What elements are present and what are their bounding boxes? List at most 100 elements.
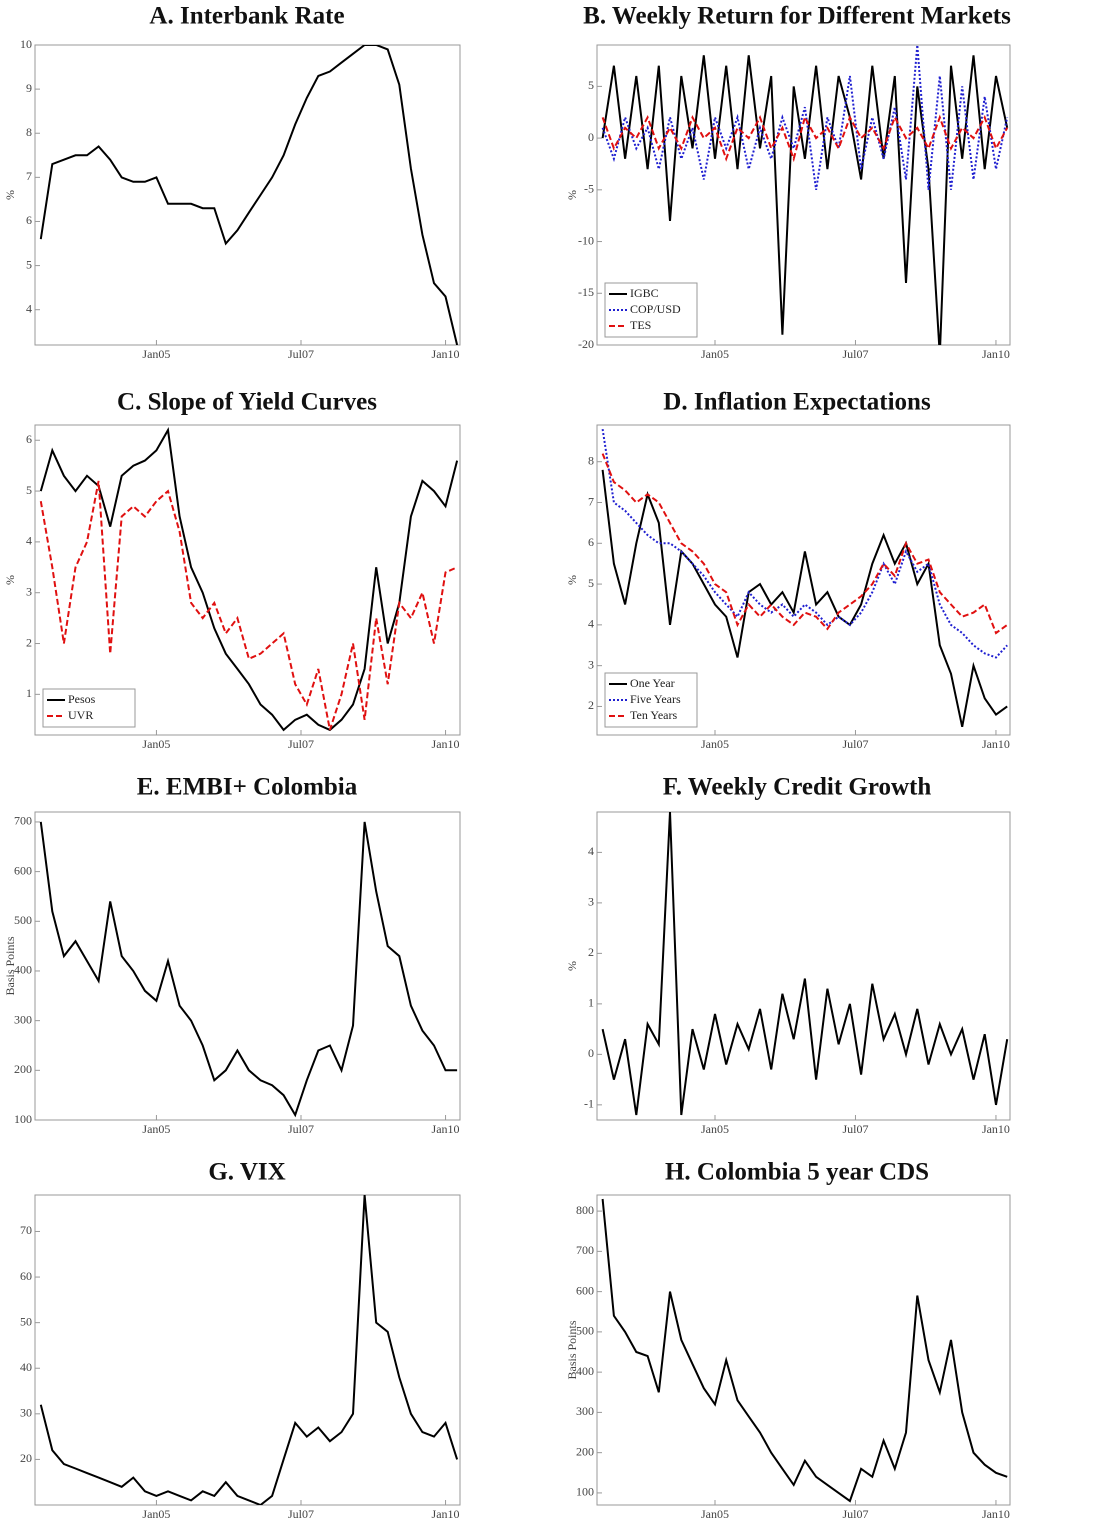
x-tick-label: Jan10 — [982, 1122, 1010, 1136]
panel: F. Weekly Credit Growth% -1 0 1 2 3 4 Jan05 Jul0… — [565, 774, 1011, 1136]
panel-title: D. Inflation Expectations — [663, 389, 931, 416]
legend-label: Pesos — [68, 692, 96, 706]
panel: C. Slope of Yield Curves% 1 2 3 4 5 6 Jan05 Jul0… — [3, 389, 461, 751]
y-tick-label: 6 — [26, 432, 32, 446]
y-tick-label: 8 — [588, 453, 594, 467]
y-axis-label: % — [565, 190, 579, 200]
y-axis-label: % — [3, 575, 17, 585]
x-tick-label: Jul07 — [288, 1122, 314, 1136]
panel-title: H. Colombia 5 year CDS — [665, 1159, 929, 1186]
x-tick-label: Jan05 — [701, 737, 729, 751]
panel-title: F. Weekly Credit Growth — [663, 774, 932, 801]
y-tick-label: 30 — [20, 1406, 32, 1420]
legend-label: UVR — [68, 708, 93, 722]
y-tick-label: 6 — [588, 535, 594, 549]
x-tick-label: Jan05 — [701, 1122, 729, 1136]
panel: A. Interbank Rate% 4 5 6 7 8 9 10 Jan05 Jul07 Jan1… — [3, 3, 461, 361]
legend-label: One Year — [630, 676, 675, 690]
legend-box — [604, 282, 698, 338]
x-tick-label: Jan10 — [982, 347, 1010, 361]
y-tick-label: 800 — [576, 1203, 594, 1217]
y-tick-label: 7 — [588, 494, 594, 508]
x-tick-label: Jan10 — [432, 347, 460, 361]
y-tick-label: 700 — [576, 1243, 594, 1257]
x-tick-label: Jan05 — [142, 737, 170, 751]
panel-title: G. VIX — [208, 1159, 285, 1186]
y-tick-label: 4 — [26, 534, 32, 548]
panel: H. Colombia 5 year CDS Basis Points 100 200… — [565, 1159, 1011, 1521]
x-tick-label: Jan05 — [701, 347, 729, 361]
y-tick-label: 200 — [576, 1444, 594, 1458]
y-tick-label: 4 — [26, 301, 32, 315]
panel-title: B. Weekly Return for Different Markets — [583, 3, 1011, 30]
series-line — [601, 469, 1008, 728]
x-tick-label: Jul07 — [842, 1122, 868, 1136]
plot-frame — [596, 1194, 1011, 1506]
x-tick-label: Jan05 — [701, 1507, 729, 1520]
y-tick-label: 4 — [588, 844, 594, 858]
y-tick-label: 600 — [14, 863, 32, 877]
y-tick-label: 200 — [14, 1062, 32, 1076]
x-tick-label: Jan05 — [142, 1507, 170, 1520]
y-tick-label: 6 — [26, 213, 32, 227]
plot-frame — [596, 44, 1011, 346]
y-tick-label: -10 — [578, 233, 594, 247]
y-axis-label: Basis Points — [565, 1320, 579, 1379]
y-tick-label: 100 — [14, 1112, 32, 1126]
y-tick-label: 5 — [26, 483, 32, 497]
y-tick-label: 8 — [26, 125, 32, 139]
series-line — [601, 55, 1009, 345]
y-tick-label: 5 — [588, 78, 594, 92]
series-line — [39, 45, 459, 345]
legend-label: Ten Years — [630, 708, 677, 722]
legend-label: COP/USD — [630, 302, 681, 316]
y-tick-label: 300 — [576, 1404, 594, 1418]
y-axis-label: Basis Points — [3, 936, 17, 995]
panel: D. Inflation Expectations% 2 3 4 5 6 7 8 Jan05 Ju… — [565, 389, 1011, 751]
y-tick-label: -1 — [584, 1097, 594, 1111]
series-line — [39, 1195, 459, 1505]
y-tick-label: 3 — [588, 657, 594, 671]
y-tick-label: 5 — [588, 576, 594, 590]
x-tick-label: Jan10 — [982, 737, 1010, 751]
x-tick-label: Jan10 — [432, 1507, 460, 1520]
plot-frame — [34, 811, 461, 1121]
y-tick-label: 2 — [26, 635, 32, 649]
x-tick-label: Jan05 — [142, 347, 170, 361]
series-line — [601, 428, 1008, 659]
series-line — [601, 114, 1009, 163]
y-tick-label: 3 — [588, 895, 594, 909]
y-tick-label: 9 — [26, 81, 32, 95]
x-tick-label: Jul07 — [842, 737, 868, 751]
x-tick-label: Jan10 — [982, 1507, 1010, 1520]
y-tick-label: 50 — [20, 1314, 32, 1328]
y-axis-label: % — [565, 575, 579, 585]
y-tick-label: 3 — [26, 584, 32, 598]
x-tick-label: Jan10 — [432, 1122, 460, 1136]
y-tick-label: 40 — [20, 1360, 32, 1374]
x-tick-label: Jul07 — [288, 737, 314, 751]
y-tick-label: 700 — [14, 814, 32, 828]
legend-label: Five Years — [630, 692, 681, 706]
x-tick-label: Jul07 — [842, 1507, 868, 1520]
y-tick-label: 60 — [20, 1269, 32, 1283]
y-tick-label: 500 — [14, 913, 32, 927]
y-tick-label: 1 — [588, 996, 594, 1010]
y-tick-label: 1 — [26, 686, 32, 700]
legend-label: IGBC — [630, 286, 659, 300]
y-axis-label: % — [565, 961, 579, 971]
y-tick-label: 600 — [576, 1283, 594, 1297]
y-tick-label: -20 — [578, 337, 594, 351]
y-tick-label: 0 — [588, 1046, 594, 1060]
panel: B. Weekly Return for Different Markets% -… — [565, 3, 1011, 361]
y-tick-label: 7 — [26, 169, 32, 183]
y-tick-label: 100 — [576, 1485, 594, 1499]
y-tick-label: -15 — [578, 285, 594, 299]
x-tick-label: Jan10 — [432, 737, 460, 751]
legend-box — [604, 672, 698, 728]
series-line — [39, 821, 458, 1118]
legend-box — [42, 688, 136, 728]
y-tick-label: 2 — [588, 945, 594, 959]
